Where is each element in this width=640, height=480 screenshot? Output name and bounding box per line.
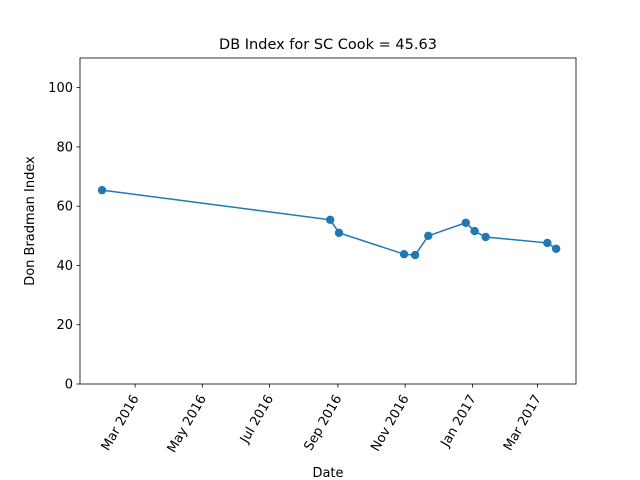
data-point [461, 218, 470, 227]
y-axis-ticks: 0 20 40 60 80 100 [48, 81, 80, 393]
y-tick-label: 0 [65, 378, 73, 393]
chart-title: DB Index for SC Cook = 45.63 [219, 37, 437, 53]
x-tick-label: Mar 2016 [99, 393, 143, 454]
y-tick-label: 20 [56, 318, 73, 333]
x-tick-label: Nov 2016 [368, 393, 412, 455]
y-axis-label: Don Bradman Index [23, 156, 38, 286]
axes-frame [79, 57, 577, 385]
data-point [399, 249, 409, 259]
data-point [543, 238, 552, 248]
data-point [424, 231, 433, 241]
data-point [97, 185, 107, 195]
data-point [481, 232, 490, 242]
plot-area [97, 185, 561, 260]
x-axis-ticks: Mar 2016 May 2016 Jul 2016 Sep 2016 Nov 2016… [99, 384, 545, 456]
x-tick-label: Jan 2017 [438, 393, 480, 451]
data-point [470, 226, 479, 236]
x-tick-label: Jul 2016 [237, 393, 277, 447]
x-tick-label: Mar 2017 [501, 393, 545, 454]
data-point [410, 250, 420, 260]
y-tick-label: 80 [56, 140, 73, 155]
y-tick-label: 40 [56, 259, 73, 274]
y-tick-label: 100 [48, 81, 73, 96]
data-point [551, 244, 561, 253]
x-axis-label: Date [312, 466, 343, 480]
data-point [334, 228, 344, 238]
x-tick-label: May 2016 [165, 393, 210, 456]
y-tick-label: 60 [56, 200, 73, 215]
data-point [326, 215, 335, 225]
x-tick-label: Sep 2016 [302, 393, 346, 454]
